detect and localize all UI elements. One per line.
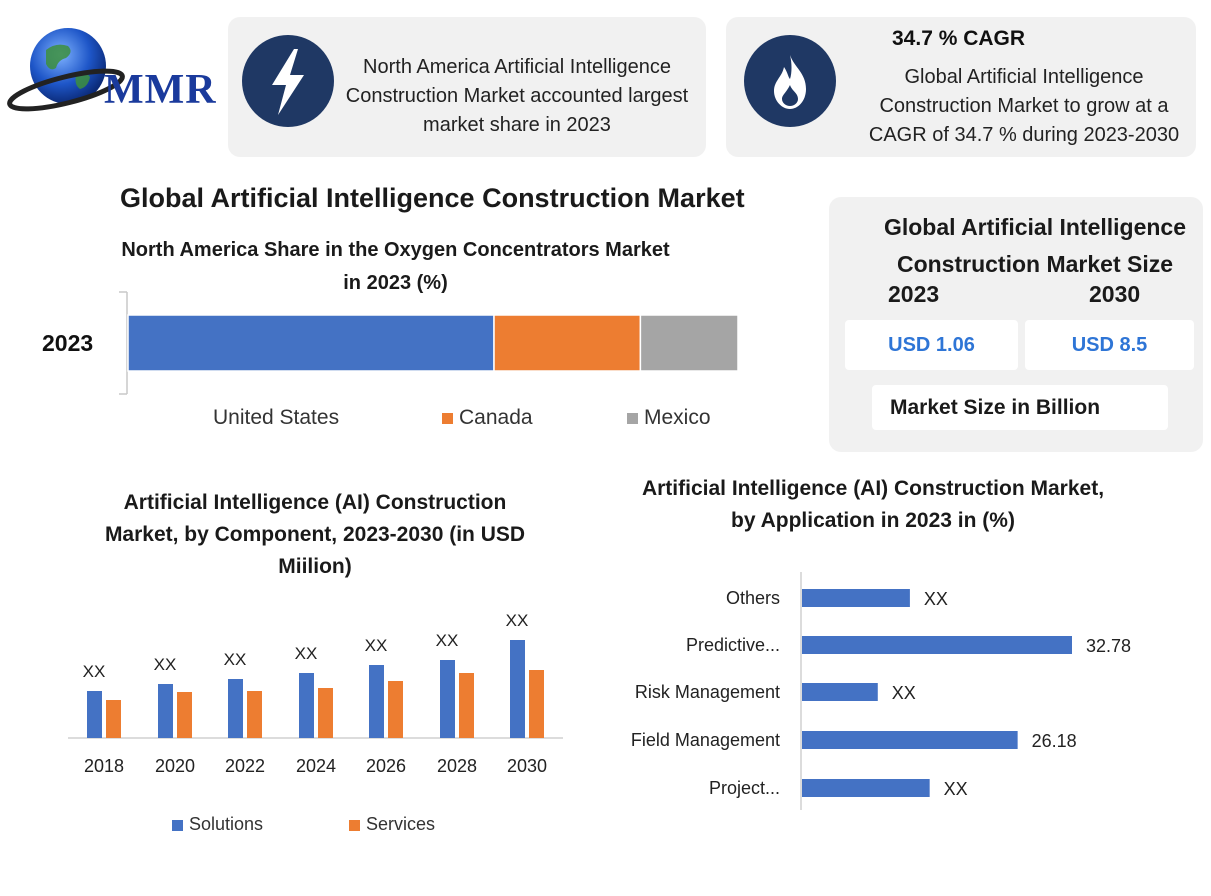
cagr-card: 34.7 % CAGR Global Artificial Intelligen… <box>726 17 1196 157</box>
chart3-bar-field-management <box>802 731 1018 749</box>
chart3-bar-predictive- <box>802 636 1072 654</box>
chart2-data-label: XX <box>365 636 388 655</box>
legend-solutions: Solutions <box>172 814 263 835</box>
chart2-bar-services-2028 <box>459 673 474 738</box>
chart3-data-label: 26.18 <box>1032 731 1077 751</box>
value-2023-box: USD 1.06 <box>845 320 1018 370</box>
chart2-legend: Solutions Services <box>172 814 472 838</box>
chart2-bar-solutions-2022 <box>228 679 243 738</box>
value-2030: USD 8.5 <box>1071 334 1148 356</box>
chart2-bar-services-2020 <box>177 692 192 738</box>
chart3-category-label: Field Management <box>631 730 780 750</box>
chart2-bar-solutions-2020 <box>158 684 173 738</box>
chart2-data-label: XX <box>436 631 459 650</box>
card2-text: Global Artificial Intelligence Construct… <box>868 66 1180 146</box>
chart2-bar-services-2030 <box>529 670 544 738</box>
chart1-svg: 2023 <box>42 291 739 395</box>
chart3-category-label: Others <box>726 588 780 608</box>
chart3-data-label: XX <box>924 589 948 609</box>
chart2-tick-label: 2022 <box>225 756 265 776</box>
chart3-bar-risk-management <box>802 683 878 701</box>
chart1-bar-united-states <box>127 314 495 372</box>
chart3-data-label: 32.78 <box>1086 636 1131 656</box>
chart2-tick-label: 2030 <box>507 756 547 776</box>
chart1-legend: United States Canada Mexico <box>196 406 756 432</box>
chart2-bar-solutions-2018 <box>87 691 102 738</box>
chart2-data-label: XX <box>295 644 318 663</box>
value-2023: USD 1.06 <box>888 334 975 356</box>
globe-icon <box>7 28 125 112</box>
chart3-bar-project- <box>802 779 930 797</box>
chart2-tick-label: 2020 <box>155 756 195 776</box>
chart2-bar-solutions-2024 <box>299 673 314 738</box>
chart2-tick-label: 2018 <box>84 756 124 776</box>
chart1-bar-canada <box>493 314 642 372</box>
chart3-title: Artificial Intelligence (AI) Constructio… <box>641 477 1105 532</box>
chart1-title: North America Share in the Oxygen Concen… <box>121 239 670 294</box>
logo-text: MMR <box>104 67 217 113</box>
main-title: Global Artificial Intelligence Construct… <box>120 183 745 213</box>
chart3-category-label: Project... <box>709 778 780 798</box>
chart2-bar-services-2018 <box>106 700 121 738</box>
card1-text: North America Artificial Intelligence Co… <box>345 56 689 136</box>
chart2-bar-services-2022 <box>247 691 262 738</box>
chart3-category-label: Risk Management <box>635 682 780 702</box>
chart2-bar-solutions-2026 <box>369 665 384 738</box>
legend-services: Services <box>349 814 435 835</box>
year-2030: 2030 <box>1089 281 1141 307</box>
lightning-icon <box>242 35 334 127</box>
market-size-card: Global Artificial Intelligence Construct… <box>829 197 1203 452</box>
north-america-share-card: North America Artificial Intelligence Co… <box>228 17 706 157</box>
chart2-tick-label: 2026 <box>366 756 406 776</box>
chart2-data-label: XX <box>506 611 529 630</box>
cagr-heading: 34.7 % CAGR <box>892 27 1026 50</box>
legend-mexico: Mexico <box>627 406 711 430</box>
chart2-svg: XX 2018 XX 2020 XX 2022 XX 2024 XX 2026 XX 2028 XX 20… <box>68 611 563 776</box>
chart2-title: Artificial Intelligence (AI) Constructio… <box>104 491 526 578</box>
chart2-tick-label: 2028 <box>437 756 477 776</box>
chart1-category-label: 2023 <box>42 330 93 356</box>
market-size-title: Global Artificial Intelligence Construct… <box>883 214 1187 277</box>
chart2-data-label: XX <box>83 662 106 681</box>
chart1-bar-mexico <box>639 314 739 372</box>
logo: MMR <box>6 20 232 120</box>
market-size-footer: Market Size in Billion <box>890 396 1101 419</box>
chart2-tick-label: 2024 <box>296 756 336 776</box>
chart3-bar-others <box>802 589 910 607</box>
value-2030-box: USD 8.5 <box>1025 320 1194 370</box>
chart3-svg: Others XX Predictive... 32.78 Risk Managemen… <box>631 572 1131 810</box>
chart2-bar-solutions-2028 <box>440 660 455 738</box>
chart3-category-label: Predictive... <box>686 635 780 655</box>
market-size-footer-box: Market Size in Billion <box>872 385 1168 430</box>
chart2-data-label: XX <box>224 650 247 669</box>
chart3-data-label: XX <box>892 683 916 703</box>
legend-united-states: United States <box>196 406 339 430</box>
chart2-data-label: XX <box>154 655 177 674</box>
chart3-data-label: XX <box>944 779 968 799</box>
chart2-bar-services-2024 <box>318 688 333 738</box>
chart2-bar-services-2026 <box>388 681 403 738</box>
year-2023: 2023 <box>888 281 940 307</box>
chart2-bar-solutions-2030 <box>510 640 525 738</box>
legend-canada: Canada <box>442 406 533 430</box>
flame-icon <box>744 35 836 127</box>
